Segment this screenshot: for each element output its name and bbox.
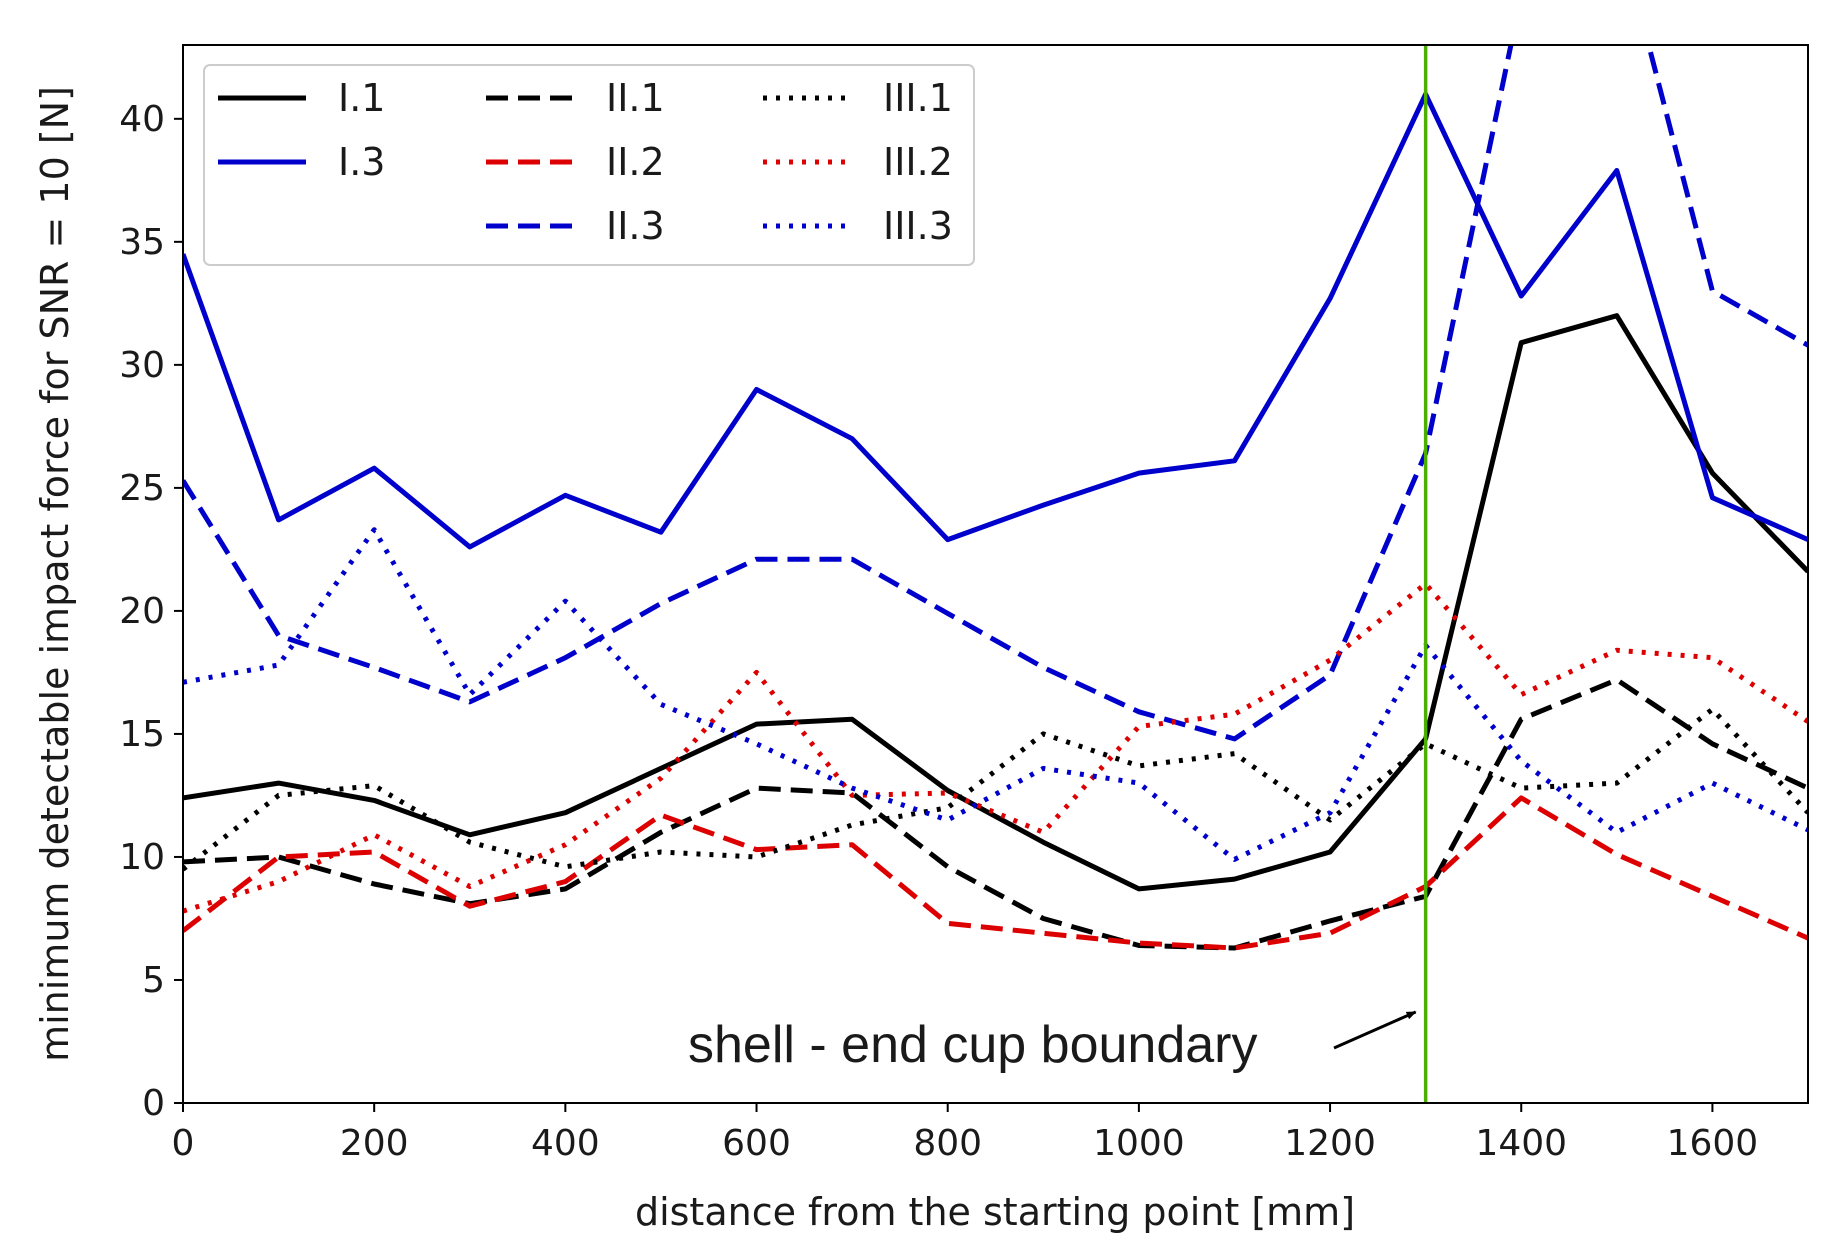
series-line-i-3 — [183, 91, 1808, 550]
y-tick-label: 0 — [142, 1083, 165, 1124]
x-tick-label: 1600 — [1667, 1123, 1759, 1164]
series-line-ii-2 — [183, 795, 1808, 951]
y-tick-label: 15 — [119, 714, 165, 755]
series-line-ii-1 — [183, 677, 1808, 951]
x-tick-label: 1200 — [1284, 1123, 1376, 1164]
plot-frame — [182, 44, 1809, 1104]
y-tick-label: 5 — [142, 960, 165, 1001]
x-tick-label: 600 — [722, 1123, 791, 1164]
annotation-arrow — [1333, 1010, 1417, 1050]
legend: I.1 I.3 II.1 II.2 II.3 III.1 III.2 III.3 — [203, 64, 975, 266]
x-tick-label: 200 — [340, 1123, 409, 1164]
x-tick-label: 400 — [531, 1123, 600, 1164]
annotation-text: shell - end cup boundary — [688, 1016, 1258, 1074]
legend-label: II.1 — [606, 76, 665, 120]
series-layer — [183, 45, 1808, 951]
y-axis: 0 5 10 15 20 25 30 35 40 — [119, 99, 183, 1124]
y-tick-label: 35 — [119, 222, 165, 263]
x-axis: 0 200 400 600 800 1000 1200 1400 1600 — [172, 1103, 1759, 1164]
y-tick-label: 40 — [119, 99, 165, 140]
x-tick-label: 1000 — [1093, 1123, 1185, 1164]
series-line-iii-3 — [183, 527, 1808, 862]
x-tick-label: 0 — [172, 1123, 195, 1164]
y-tick-label: 30 — [119, 345, 165, 386]
series-line-i-1 — [183, 313, 1808, 892]
y-tick-label: 25 — [119, 468, 165, 509]
legend-label: III.2 — [883, 140, 953, 184]
series-line-ii-3 — [183, 45, 1808, 742]
legend-label: III.1 — [883, 76, 953, 120]
x-tick-label: 1400 — [1475, 1123, 1567, 1164]
x-axis-label: distance from the starting point [mm] — [635, 1190, 1355, 1234]
boundary-annotation: shell - end cup boundary — [688, 1010, 1417, 1074]
legend-label: I.1 — [338, 76, 385, 120]
legend-label: III.3 — [883, 204, 953, 248]
legend-box — [203, 64, 975, 266]
y-axis-label: minimum detectable impact force for SNR … — [33, 86, 77, 1062]
y-tick-label: 10 — [119, 837, 165, 878]
y-tick-label: 20 — [119, 591, 165, 632]
legend-label: II.3 — [606, 204, 665, 248]
legend-label: I.3 — [338, 140, 385, 184]
legend-label: II.2 — [606, 140, 665, 184]
x-tick-label: 800 — [913, 1123, 982, 1164]
